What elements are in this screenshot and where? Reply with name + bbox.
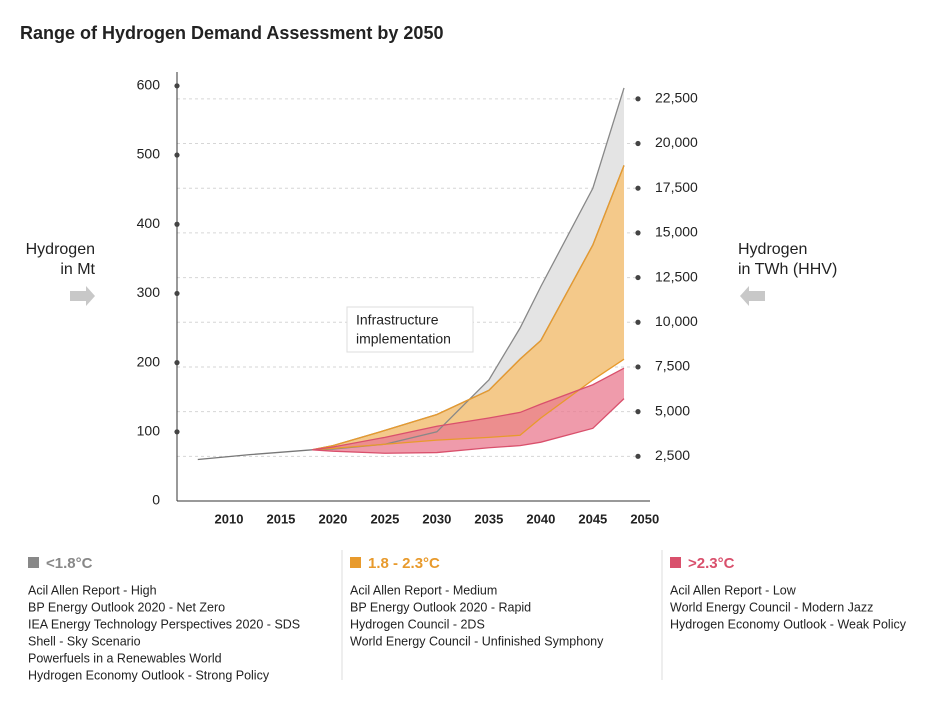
y2-tick [635,96,641,102]
y-tick [174,290,180,297]
y-tick-label: 0 [152,492,160,508]
y2-tick-label: 2,500 [655,447,690,463]
y2-tick-label: 20,000 [655,134,698,150]
arrow-left [70,286,95,306]
legend-item: Acil Allen Report - Low [670,583,797,597]
y2-tick-label: 15,000 [655,224,698,240]
y2-tick [635,319,641,325]
legend-item: Hydrogen Economy Outlook - Weak Policy [670,617,907,631]
chart-title: Range of Hydrogen Demand Assessment by 2… [20,23,443,43]
y-tick-label: 500 [137,146,161,162]
band-edge [312,358,625,451]
legend-item: IEA Energy Technology Perspectives 2020 … [28,617,300,631]
y-tick [174,221,180,227]
legend-item: Hydrogen Council - 2DS [350,617,485,631]
y-tick-label: 300 [137,284,161,300]
legend-title: >2.3°C [688,555,735,572]
y2-tick-label: 10,000 [655,313,698,329]
legend-item: BP Energy Outlook 2020 - Net Zero [28,600,225,614]
y2-tick-label: 7,500 [655,358,690,374]
legend-item: Acil Allen Report - High [28,583,157,597]
y2-tick-label: 12,500 [655,268,698,284]
band-edge [312,367,625,451]
y2-tick [635,140,641,147]
x-tick-label: 2010 [215,511,244,526]
y-tick-label: 400 [137,215,161,231]
y-tick [174,429,180,435]
y2-tick [635,274,641,281]
y2-tick [635,453,641,459]
x-tick-label: 2015 [266,511,295,526]
legend-swatch [350,557,361,568]
y2-tick-label: 5,000 [655,402,690,418]
arrow-right [740,286,765,306]
legend-swatch [670,557,681,568]
y-tick-label: 100 [137,423,161,439]
legend-item: World Energy Council - Unfinished Sympho… [350,634,604,648]
legend-item: BP Energy Outlook 2020 - Rapid [350,600,531,614]
y2-tick-label: 17,500 [655,179,698,195]
history-line [197,449,313,461]
y-axis-label: in Mt [60,261,95,278]
legend-item: Shell - Sky Scenario [28,634,141,648]
y-tick [174,360,180,366]
band-fill [312,165,625,450]
y-tick [174,83,180,89]
legend-item: World Energy Council - Modern Jazz [670,600,873,614]
x-tick-label: 2050 [630,511,659,526]
legend-item: Powerfuels in a Renewables World [28,651,222,665]
annotation-box [346,306,474,353]
y-tick-label: 200 [137,353,161,369]
band-edge [312,398,625,454]
x-tick-label: 2040 [526,511,555,526]
y2-tick [635,409,641,415]
x-tick-label: 2045 [578,511,607,526]
y2-tick [635,230,641,236]
y-tick [174,152,180,158]
y2-tick [635,364,641,370]
x-tick-label: 2025 [370,511,399,526]
legend-title: 1.8 - 2.3°C [368,555,440,572]
y2-tick-label: 22,500 [655,90,698,106]
y2-axis-label: in TWh (HHV) [738,261,837,278]
y2-axis-label: Hydrogen [738,241,807,258]
y-tick-label: 600 [137,77,161,93]
legend-item: Acil Allen Report - Medium [350,583,497,597]
band-fill [312,368,625,454]
annotation: implementation [356,331,451,347]
x-tick-label: 2020 [318,511,347,526]
legend-item: Hydrogen Economy Outlook - Strong Policy [28,668,270,682]
y2-tick [635,185,641,191]
band-fill [312,87,625,450]
legend-title: <1.8°C [46,555,93,572]
band-edge [312,165,625,451]
y-axis-label: Hydrogen [26,241,95,258]
annotation: Infrastructure [356,312,439,328]
legend-swatch [28,557,39,568]
x-tick-label: 2035 [474,511,503,526]
x-tick-label: 2030 [422,511,451,526]
